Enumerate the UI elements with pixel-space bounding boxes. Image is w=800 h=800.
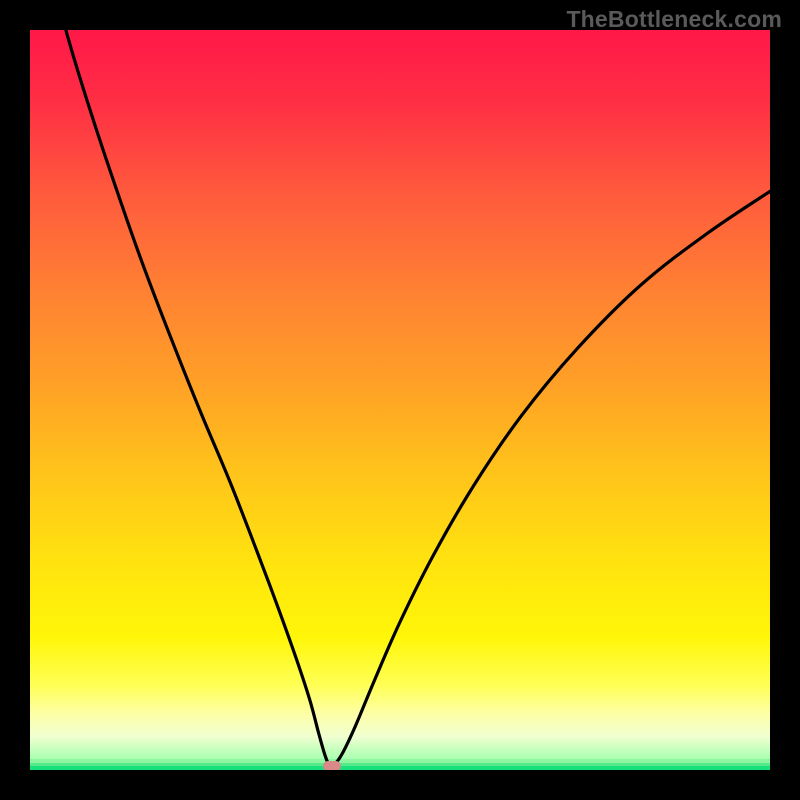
- bottleneck-curve: [30, 30, 770, 770]
- optimal-point-marker: [323, 761, 341, 770]
- chart-container: TheBottleneck.com: [0, 0, 800, 800]
- watermark-text: TheBottleneck.com: [566, 6, 782, 33]
- plot-area: [30, 30, 770, 770]
